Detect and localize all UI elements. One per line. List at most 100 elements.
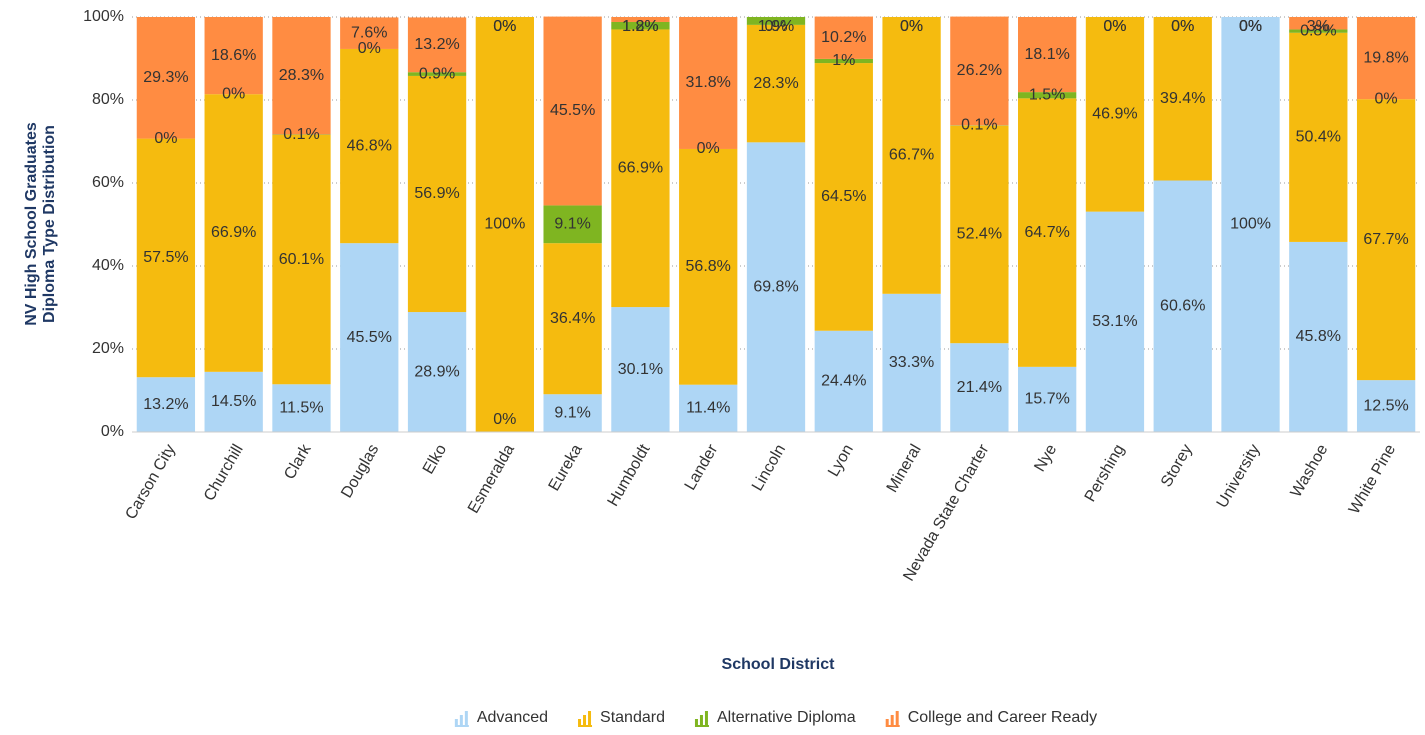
bar-segment: [204, 371, 263, 432]
x-tick-label: Washoe: [1288, 442, 1332, 501]
bar-segment: [1356, 99, 1416, 381]
data-label: 15.7%: [1024, 391, 1069, 408]
data-label: 31.8%: [686, 74, 731, 91]
bar-segment: [1289, 32, 1348, 242]
legend-icon: [464, 711, 468, 725]
data-label: 56.8%: [686, 258, 731, 275]
bar-segment: [204, 94, 263, 372]
bar-segment: [1356, 380, 1416, 432]
bar-segment: [746, 142, 806, 432]
bar-segment: [475, 17, 534, 432]
data-label: 67.7%: [1363, 231, 1408, 248]
legend-icon: [578, 725, 593, 727]
data-label: 52.4%: [957, 226, 1002, 243]
bar-segment: [1221, 17, 1280, 432]
bar-segment: [1153, 180, 1212, 432]
legend-icon: [694, 719, 698, 725]
legend-icon: [704, 711, 708, 725]
data-label: 0%: [1103, 18, 1126, 35]
data-label: 0%: [900, 18, 923, 35]
y-tick-label: 40%: [92, 257, 124, 274]
legend-icon: [895, 711, 899, 725]
data-label: 60.6%: [1160, 297, 1205, 314]
data-label: 13.2%: [143, 396, 188, 413]
legend-icon: [694, 725, 709, 727]
data-label: 12.5%: [1363, 397, 1408, 414]
y-tick-label: 20%: [92, 340, 124, 357]
x-tick-label: Storey: [1158, 442, 1196, 491]
bar-segment: [1356, 17, 1416, 100]
bar-segment: [136, 17, 196, 139]
bar-segment: [340, 17, 399, 49]
data-label: 57.5%: [143, 249, 188, 266]
legend-icon: [885, 725, 900, 727]
legend-icon: [454, 725, 469, 727]
bar-segment: [272, 134, 331, 385]
bar-segment: [746, 24, 806, 143]
bar-segment: [407, 312, 467, 432]
legend-icon: [578, 719, 582, 725]
data-label: 64.7%: [1024, 224, 1069, 241]
data-label: 29.3%: [143, 69, 188, 86]
legend-icon: [699, 715, 703, 725]
bar-segment: [136, 377, 196, 432]
data-label: 0.8%: [1300, 22, 1336, 39]
y-axis-title-line: Diploma Type Distribution: [41, 125, 58, 323]
data-label: 21.4%: [957, 379, 1002, 396]
data-label: 9.1%: [554, 404, 590, 421]
data-label: 0.1%: [961, 117, 997, 134]
data-label: 100%: [484, 216, 525, 233]
x-tick-label: Carson City: [123, 442, 180, 523]
bar-segment: [882, 17, 941, 294]
data-label: 69.8%: [753, 278, 798, 295]
bar-segment: [1085, 211, 1145, 432]
data-label: 46.8%: [347, 137, 392, 154]
legend-icon: [890, 715, 894, 725]
data-label: 11.5%: [279, 399, 323, 416]
data-label: 0%: [764, 18, 787, 35]
bar-segment: [611, 307, 670, 432]
x-tick-label: University: [1214, 442, 1264, 511]
bar-segment: [543, 394, 602, 432]
bar-segment: [1018, 98, 1077, 367]
x-tick-label: Clark: [281, 441, 315, 483]
data-label: 28.3%: [753, 75, 798, 92]
bar-segment: [272, 17, 331, 135]
bar-segment: [746, 17, 806, 25]
data-label: 36.4%: [550, 310, 595, 327]
data-label: 14.5%: [211, 393, 256, 410]
data-label: 28.9%: [414, 363, 459, 380]
bar-segment: [950, 16, 1009, 126]
data-label: 0%: [900, 18, 923, 35]
bar-segment: [679, 384, 738, 432]
data-label: 28.3%: [279, 67, 324, 84]
y-axis-title: NV High School Graduates Diploma Type Di…: [23, 122, 58, 326]
bar-segment: [814, 58, 873, 64]
x-tick-label: White Pine: [1346, 442, 1399, 518]
data-label: 1%: [832, 52, 855, 69]
data-label: 0%: [1171, 18, 1194, 35]
bar-segment: [814, 63, 873, 331]
data-label: 1.2%: [622, 18, 658, 35]
bar-segment: [204, 17, 263, 95]
data-label: 9.1%: [554, 216, 590, 233]
x-tick-label: Nye: [1031, 442, 1060, 475]
bar-segment: [1085, 17, 1145, 212]
data-label: 0.9%: [419, 65, 455, 82]
bar-segment: [136, 138, 196, 378]
data-label: 100%: [1230, 216, 1271, 233]
bar-segment: [1018, 92, 1077, 99]
x-tick-label: Elko: [420, 442, 450, 478]
bar-segment: [340, 48, 399, 244]
bar-segment: [272, 384, 331, 432]
bar-segment: [1018, 17, 1077, 93]
bar-segment: [611, 21, 670, 30]
data-label: 7.6%: [351, 24, 387, 41]
legend-icon: [588, 711, 592, 725]
data-label: 56.9%: [414, 185, 459, 202]
y-tick-label: 80%: [92, 91, 124, 108]
data-label: 53.1%: [1092, 313, 1137, 330]
data-label: 45.5%: [550, 102, 595, 119]
data-label: 0%: [1239, 18, 1262, 35]
